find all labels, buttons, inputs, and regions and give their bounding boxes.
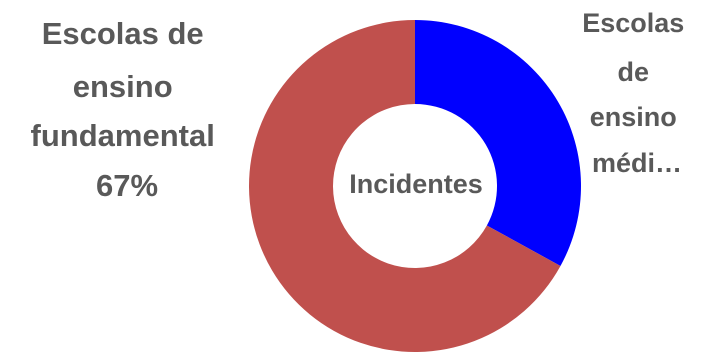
slice-label-line: de	[617, 57, 649, 87]
slice-label-line: fundamental	[31, 118, 215, 153]
slice-label-line: 67%	[96, 168, 158, 203]
slice-label-line: Escolas de	[42, 16, 204, 51]
slice-label-escolas-ensino-medio: Escolas de ensino médi…	[582, 8, 692, 178]
slice-label-line: Escolas	[582, 8, 684, 38]
slice-label-line: médi…	[592, 148, 682, 178]
slice-label-escolas-ensino-fundamental: Escolas de ensino fundamental 67%	[31, 16, 224, 203]
slice-label-line: ensino	[590, 102, 677, 132]
center-label: Incidentes	[349, 169, 483, 199]
doughnut-slice-1	[248, 20, 561, 353]
slice-label-line: ensino	[73, 69, 173, 104]
doughnut-slice-0	[415, 20, 581, 266]
chart-slices	[248, 20, 581, 353]
